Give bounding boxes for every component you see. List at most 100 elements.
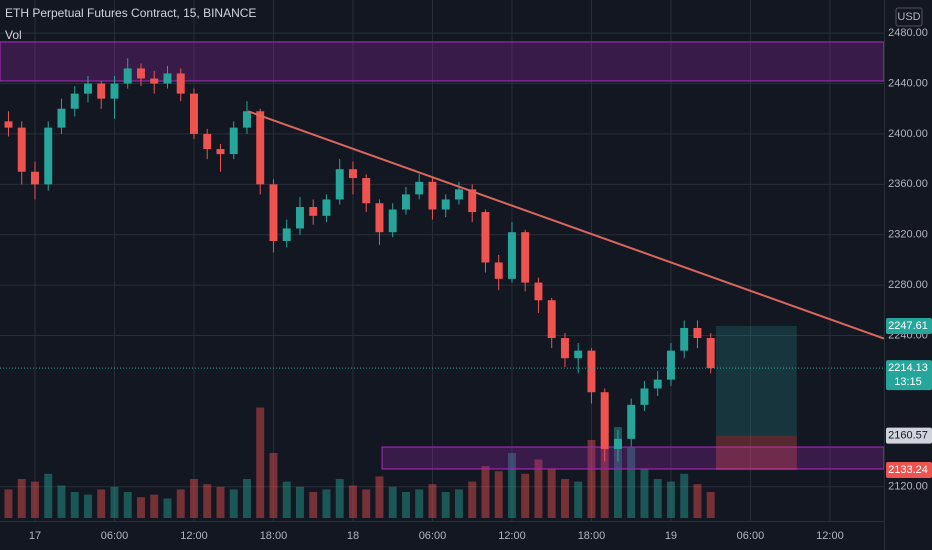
candle-body bbox=[57, 108, 66, 128]
volume-bar bbox=[693, 484, 702, 518]
target-label: 2247.61 bbox=[888, 320, 928, 332]
volume-bar bbox=[348, 485, 357, 518]
candle-body bbox=[84, 83, 92, 94]
candle-body bbox=[560, 338, 569, 359]
candle-body bbox=[242, 111, 251, 128]
candle-body bbox=[97, 83, 106, 99]
volume-bar bbox=[507, 453, 516, 518]
candle-body bbox=[229, 127, 238, 155]
candle-body bbox=[680, 327, 689, 351]
volume-bar bbox=[44, 473, 53, 518]
volume-bar bbox=[627, 446, 636, 518]
candle-body bbox=[362, 178, 371, 204]
y-tick-label: 2320.00 bbox=[888, 229, 928, 241]
volume-bar bbox=[640, 468, 649, 518]
volume-bar bbox=[282, 481, 291, 518]
candle-body bbox=[203, 133, 212, 150]
candle-body bbox=[44, 127, 53, 185]
x-tick-label: 12:00 bbox=[498, 530, 526, 542]
y-tick-label: 2360.00 bbox=[888, 178, 928, 190]
candle-body bbox=[613, 438, 622, 449]
volume-bar bbox=[428, 484, 437, 518]
target-label-box bbox=[886, 317, 932, 334]
volume-bar bbox=[110, 486, 119, 518]
volume-bar bbox=[587, 440, 596, 518]
volume-bar bbox=[4, 489, 13, 518]
indicator-label: Vol bbox=[5, 28, 22, 42]
candle-body bbox=[401, 194, 410, 210]
candle-body bbox=[468, 189, 477, 213]
candle-body bbox=[547, 300, 556, 339]
x-tick-label: 17 bbox=[29, 530, 41, 542]
x-tick-label: 12:00 bbox=[180, 530, 208, 542]
candle-body bbox=[375, 203, 384, 233]
candle-body bbox=[481, 212, 490, 263]
volume-bar bbox=[613, 427, 622, 518]
volume-bar bbox=[242, 479, 251, 518]
entry-label-box bbox=[886, 427, 932, 444]
position-loss bbox=[715, 435, 797, 471]
candle-body bbox=[534, 282, 543, 301]
candle-body bbox=[70, 93, 79, 109]
currency-label: USD bbox=[897, 11, 920, 23]
stop-label: 2133.24 bbox=[888, 464, 928, 476]
candle-body bbox=[282, 228, 291, 242]
candle-body bbox=[322, 199, 331, 216]
candle-body bbox=[521, 232, 530, 283]
volume-bar bbox=[574, 481, 583, 518]
volume-bar bbox=[70, 492, 79, 518]
volume-bar bbox=[481, 466, 490, 518]
time-axis bbox=[0, 521, 884, 550]
x-tick-label: 19 bbox=[665, 530, 677, 542]
candle-body bbox=[574, 350, 583, 359]
candle-body bbox=[110, 83, 119, 99]
volume-bar bbox=[415, 489, 424, 518]
volume-bar bbox=[388, 486, 397, 518]
volume-bar bbox=[123, 492, 132, 518]
chart-title: ETH Perpetual Futures Contract, 15, BINA… bbox=[5, 6, 256, 20]
x-tick-label: 06:00 bbox=[419, 530, 447, 542]
candle-body bbox=[388, 209, 397, 233]
volume-bar bbox=[163, 498, 172, 518]
candle-body bbox=[428, 181, 437, 210]
volume-bar bbox=[362, 489, 371, 518]
candle-body bbox=[348, 169, 357, 179]
candle-body bbox=[640, 388, 649, 405]
candle-body bbox=[123, 68, 132, 84]
stop-label-box bbox=[886, 462, 932, 479]
y-tick-label: 2120.00 bbox=[888, 481, 928, 493]
candle-body bbox=[256, 111, 265, 185]
last-price-label: 2214.13 bbox=[888, 362, 928, 374]
candle-body bbox=[4, 121, 13, 128]
zone bbox=[0, 41, 885, 82]
volume-bar bbox=[309, 492, 318, 518]
candle-body bbox=[627, 404, 636, 439]
x-tick-label: 18:00 bbox=[260, 530, 288, 542]
volume-bar bbox=[706, 492, 715, 518]
candle-body bbox=[136, 68, 145, 79]
y-tick-label: 2280.00 bbox=[888, 279, 928, 291]
candle-body bbox=[176, 73, 185, 94]
candle-body bbox=[494, 262, 503, 279]
candle-body bbox=[31, 171, 39, 185]
x-tick-label: 18:00 bbox=[578, 530, 606, 542]
volume-bar bbox=[521, 473, 530, 518]
position-profit bbox=[715, 325, 797, 436]
volume-bar bbox=[136, 497, 145, 518]
volume-bar bbox=[189, 479, 198, 518]
volume-bar bbox=[468, 481, 477, 518]
volume-bar bbox=[375, 476, 384, 518]
candle-body bbox=[454, 189, 463, 200]
volume-bar bbox=[560, 479, 569, 518]
candle-body bbox=[693, 327, 702, 339]
volume-bar bbox=[322, 489, 331, 518]
x-tick-label: 06:00 bbox=[737, 530, 765, 542]
volume-bar bbox=[666, 481, 675, 518]
volume-bar bbox=[17, 479, 26, 518]
currency-box bbox=[895, 7, 923, 27]
volume-bar bbox=[256, 407, 265, 518]
candle-body bbox=[653, 379, 662, 389]
candle-body bbox=[706, 338, 715, 369]
